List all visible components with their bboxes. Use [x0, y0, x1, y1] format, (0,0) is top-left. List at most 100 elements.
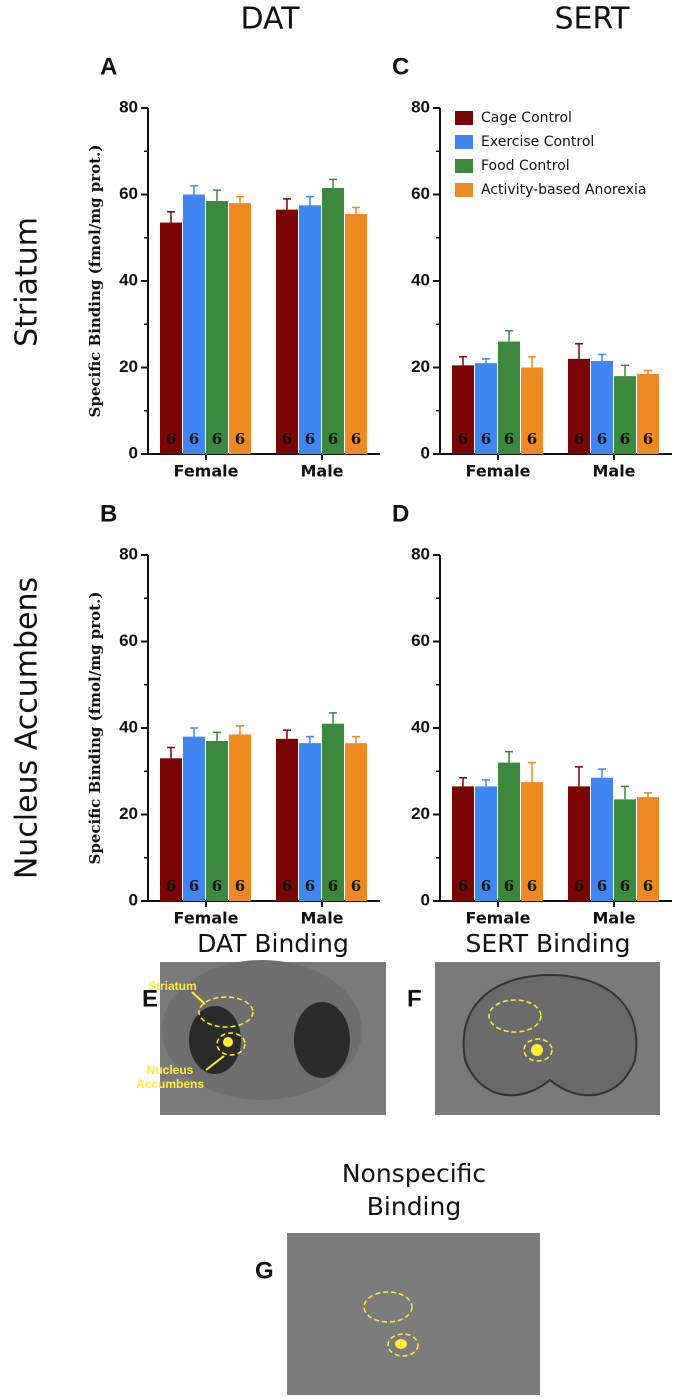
legend-label: Activity-based Anorexia — [481, 182, 646, 198]
column-header: DAT — [240, 2, 300, 37]
panel-letter: B — [100, 500, 117, 527]
bar — [637, 797, 659, 901]
error-bar — [236, 195, 244, 204]
n-label: 6 — [166, 877, 176, 895]
n-label: 6 — [189, 877, 199, 895]
y-tick-label: 0 — [421, 890, 430, 909]
error-bar — [598, 768, 606, 778]
error-bar — [459, 776, 467, 787]
error-bar — [213, 189, 221, 201]
bar — [229, 734, 251, 901]
error-bar — [528, 355, 536, 368]
n-label: 6 — [643, 430, 653, 448]
y-tick-label: 60 — [411, 184, 430, 203]
bar — [299, 743, 321, 901]
panel-letter: G — [255, 1257, 274, 1284]
n-label: 6 — [328, 430, 338, 448]
bar — [206, 740, 228, 901]
bar — [229, 203, 251, 454]
bar — [614, 376, 636, 454]
error-bar — [329, 712, 337, 724]
bar — [475, 786, 497, 901]
bar — [591, 777, 613, 901]
y-tick-label: 80 — [411, 97, 430, 116]
n-label: 6 — [620, 430, 630, 448]
error-bar — [306, 195, 314, 206]
legend-label: Exercise Control — [481, 134, 594, 150]
error-bar — [236, 725, 244, 735]
legend-swatch — [455, 159, 473, 173]
panel-letter: F — [407, 985, 422, 1012]
bar — [637, 373, 659, 454]
image-title: DAT Binding — [197, 929, 349, 958]
error-bar — [213, 731, 221, 741]
n-label: 6 — [212, 430, 222, 448]
n-label: 6 — [235, 430, 245, 448]
error-bar — [283, 198, 291, 210]
y-tick-label: 0 — [129, 443, 138, 462]
bar — [568, 358, 590, 454]
n-label: 6 — [574, 877, 584, 895]
autoradiogram-e — [160, 960, 386, 1115]
n-label: 6 — [643, 877, 653, 895]
error-bar — [306, 735, 314, 744]
x-tick-label: Female — [466, 462, 531, 481]
error-bar — [167, 746, 175, 759]
x-tick-label: Female — [174, 909, 239, 928]
n-label: 6 — [458, 877, 468, 895]
error-bar — [190, 185, 198, 195]
error-bar — [575, 766, 583, 787]
n-label: 6 — [504, 877, 514, 895]
error-bar — [621, 364, 629, 377]
region-label: Striatum — [148, 979, 197, 993]
image-title: Binding — [367, 1192, 461, 1221]
error-bar — [329, 178, 337, 189]
bar — [276, 209, 298, 454]
y-tick-label: 20 — [411, 357, 430, 376]
n-label: 6 — [620, 877, 630, 895]
error-bar — [598, 353, 606, 362]
error-bar — [459, 355, 467, 366]
legend-swatch — [455, 183, 473, 197]
autoradiogram-f — [435, 962, 660, 1115]
n-label: 6 — [351, 430, 361, 448]
x-tick-label: Male — [300, 909, 343, 928]
bar — [322, 723, 344, 901]
n-label: 6 — [597, 877, 607, 895]
y-tick-label: 80 — [119, 544, 138, 563]
image-title: Nonspecific — [342, 1159, 486, 1188]
error-bar — [190, 727, 198, 737]
bar — [475, 363, 497, 454]
legend-label: Food Control — [481, 158, 570, 174]
x-tick-label: Male — [592, 909, 635, 928]
x-tick-label: Male — [592, 462, 635, 481]
autoradiogram-g — [287, 1233, 540, 1395]
bar — [160, 758, 182, 901]
error-bar — [644, 792, 652, 798]
y-axis-label: Specific Binding (fmol/mg prot.) — [86, 145, 104, 418]
n-label: 6 — [189, 430, 199, 448]
panel-letter: C — [392, 53, 409, 80]
region-label: Accumbens — [136, 1077, 204, 1091]
bar — [160, 222, 182, 454]
bar — [614, 799, 636, 901]
panel-letter: E — [142, 985, 158, 1012]
n-label: 6 — [328, 877, 338, 895]
legend-swatch — [455, 111, 473, 125]
y-tick-label: 40 — [411, 270, 430, 289]
region-label: Nucleus — [147, 1063, 194, 1077]
y-tick-label: 80 — [411, 544, 430, 563]
bar — [183, 736, 205, 901]
bar — [345, 213, 367, 454]
bar — [591, 361, 613, 454]
y-tick-label: 20 — [411, 804, 430, 823]
panel-letter: D — [392, 500, 409, 527]
column-header: SERT — [555, 2, 631, 37]
n-label: 6 — [305, 430, 315, 448]
bar — [322, 188, 344, 454]
bar — [521, 367, 543, 454]
n-label: 6 — [481, 877, 491, 895]
error-bar — [528, 761, 536, 783]
error-bar — [505, 751, 513, 763]
